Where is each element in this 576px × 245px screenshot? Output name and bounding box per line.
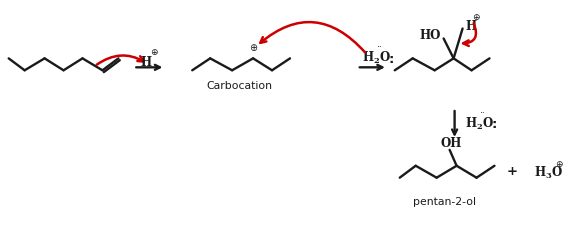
- Text: ¨: ¨: [377, 46, 382, 56]
- Text: :: :: [491, 119, 497, 132]
- Text: H: H: [465, 20, 476, 33]
- Text: $\mathregular{H_2O}$: $\mathregular{H_2O}$: [362, 50, 391, 66]
- Text: $\mathregular{H_2O}$: $\mathregular{H_2O}$: [465, 116, 494, 132]
- Text: $\oplus$: $\oplus$: [249, 42, 259, 53]
- Text: $\mathregular{H_3O}$: $\mathregular{H_3O}$: [535, 165, 563, 181]
- Text: $\oplus$: $\oplus$: [150, 47, 159, 57]
- Text: :: :: [389, 53, 394, 66]
- Text: H: H: [141, 56, 152, 69]
- Text: ¨: ¨: [480, 112, 485, 122]
- Text: HO: HO: [419, 29, 440, 42]
- Text: $\oplus$: $\oplus$: [555, 159, 564, 169]
- Text: OH: OH: [441, 137, 463, 150]
- Text: +: +: [507, 165, 518, 178]
- Text: pentan-2-ol: pentan-2-ol: [413, 196, 476, 207]
- Text: $\oplus$: $\oplus$: [472, 12, 481, 22]
- Text: Carbocation: Carbocation: [206, 81, 272, 91]
